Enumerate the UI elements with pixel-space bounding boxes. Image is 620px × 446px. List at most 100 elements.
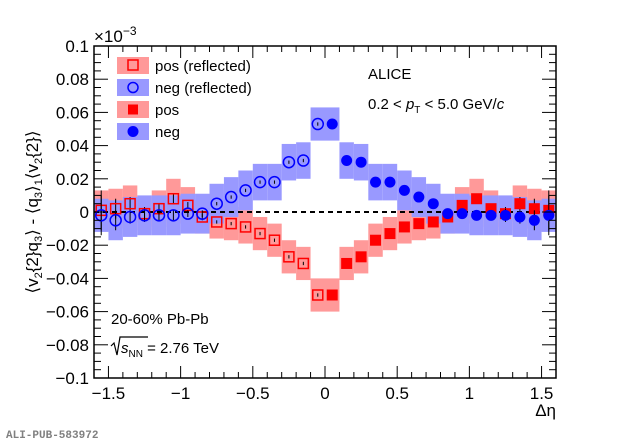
y-tick-label: 0.08 (56, 70, 89, 89)
y-tick-label: 0.02 (56, 170, 89, 189)
energy-label: sNN = 2.76 TeV (110, 336, 219, 360)
legend-label: pos (reflected) (155, 58, 251, 75)
centrality-label: 20-60% Pb-Pb (111, 311, 209, 328)
data-point-neg-reflected (123, 210, 137, 224)
y-tick-label: 0.06 (56, 103, 89, 122)
data-point-pos (528, 203, 540, 215)
data-point-neg (398, 184, 410, 196)
sqrt-symbol (110, 336, 148, 356)
data-point-neg (427, 198, 439, 210)
y-exponent-label: ×10−3 (94, 24, 137, 46)
publication-id-watermark: ALI-PUB-583972 (6, 430, 99, 442)
data-point-neg (370, 176, 382, 188)
data-point-pos-reflected (210, 216, 223, 228)
legend-label: neg (155, 124, 180, 141)
data-point-neg-reflected (167, 209, 180, 222)
y-tick-label: −0.08 (46, 336, 89, 355)
y-tick-label: −0.04 (46, 269, 89, 288)
data-point-neg-reflected (239, 184, 252, 197)
data-point-neg (543, 209, 555, 221)
x-tick-label: −1.5 (92, 384, 126, 403)
y-tick-label: 0 (80, 203, 89, 222)
data-point-neg-reflected (297, 154, 310, 167)
data-point-neg (456, 208, 468, 220)
legend-entry-neg: neg (117, 123, 180, 141)
data-point-pos (341, 257, 353, 269)
x-tick-label: 0.5 (385, 384, 409, 403)
data-point-neg-reflected (94, 209, 108, 222)
data-point-neg (341, 155, 353, 167)
y-tick-label: −0.06 (46, 303, 89, 322)
x-tick-label: 1.5 (530, 384, 554, 403)
data-point-neg-reflected (210, 197, 223, 210)
data-point-neg-reflected (224, 190, 238, 204)
data-point-pos-reflected (254, 227, 266, 240)
pt-range-label: 0.2 < pT < 5.0 GeV/c (368, 96, 505, 116)
svg-text:sNN = 2.76 TeV: sNN = 2.76 TeV (121, 340, 219, 360)
data-point-neg (355, 156, 367, 168)
data-point-pos (471, 193, 483, 205)
data-point-pos (427, 216, 439, 228)
y-tick-label: −0.1 (55, 369, 89, 388)
data-point-pos (355, 251, 367, 263)
data-point-neg (528, 214, 540, 226)
x-tick-label: 1 (465, 384, 474, 403)
legend-band-swatch (117, 57, 149, 74)
data-point-pos (514, 198, 526, 210)
data-point-pos (384, 228, 396, 240)
experiment-label: ALICE (368, 66, 411, 83)
data-point-neg (485, 209, 497, 221)
legend-filled-circle-icon (127, 126, 139, 137)
legend-open-circle-icon (127, 81, 139, 94)
y-tick-label: 0.04 (56, 137, 89, 156)
data-point-pos (398, 221, 410, 233)
x-tick-label: −1 (171, 384, 190, 403)
y-axis-label: ⟨v2{2}q3⟩ - ⟨q3⟩1⟨v2{2}⟩ (23, 130, 45, 293)
data-point-pos-reflected (124, 197, 136, 210)
data-point-pos (326, 289, 338, 301)
data-point-pos-reflected (268, 234, 281, 246)
data-point-pos-reflected (312, 289, 324, 301)
data-point-neg-reflected (181, 207, 195, 220)
data-point-pos (413, 218, 425, 230)
data-point-pos (456, 199, 468, 211)
legend-label: pos (155, 102, 179, 119)
data-point-neg (471, 209, 483, 221)
data-point-neg-reflected (196, 207, 209, 220)
data-point-pos-reflected (297, 257, 310, 270)
legend-band-swatch (117, 79, 149, 96)
x-tick-label: −0.5 (236, 384, 270, 403)
legend: pos (reflected) neg (reflected) pos neg (117, 57, 252, 141)
data-point-neg-reflected (311, 117, 325, 131)
data-point-pos-reflected (283, 251, 295, 263)
data-point-pos-reflected (167, 192, 180, 205)
x-tick-label: 0 (320, 384, 329, 403)
data-point-neg (442, 208, 454, 220)
data-point-neg-reflected (109, 214, 122, 227)
data-points (94, 117, 555, 301)
legend-filled-square-icon (128, 104, 138, 115)
legend-entry-pos-reflected: pos (reflected) (117, 57, 251, 75)
data-point-neg (384, 176, 396, 188)
legend-entry-pos: pos (117, 101, 179, 119)
data-point-neg (413, 191, 425, 203)
y-tick-label: 0.1 (65, 37, 89, 56)
data-point-pos-reflected (225, 217, 237, 230)
data-point-neg (514, 211, 526, 223)
data-point-neg-reflected (253, 175, 267, 189)
y-tick-label: −0.02 (46, 236, 89, 255)
data-point-pos-reflected (239, 221, 252, 233)
data-point-neg-reflected (152, 209, 166, 222)
legend-open-square-icon (127, 59, 139, 71)
data-point-neg (499, 209, 511, 221)
data-point-neg-reflected (282, 155, 296, 169)
data-point-pos (370, 234, 382, 246)
data-point-neg (326, 118, 338, 130)
data-point-neg-reflected (138, 209, 151, 222)
legend-label: neg (reflected) (155, 80, 252, 97)
legend-entry-neg-reflected: neg (reflected) (117, 79, 252, 97)
data-point-pos (485, 203, 497, 215)
axis-ticks: −1.5 −1 −0.5 0 0.5 1 1.5 −0.1 −0.08 −0.06 −0.04 −0.… (46, 37, 557, 403)
data-point-neg-reflected (268, 175, 281, 189)
